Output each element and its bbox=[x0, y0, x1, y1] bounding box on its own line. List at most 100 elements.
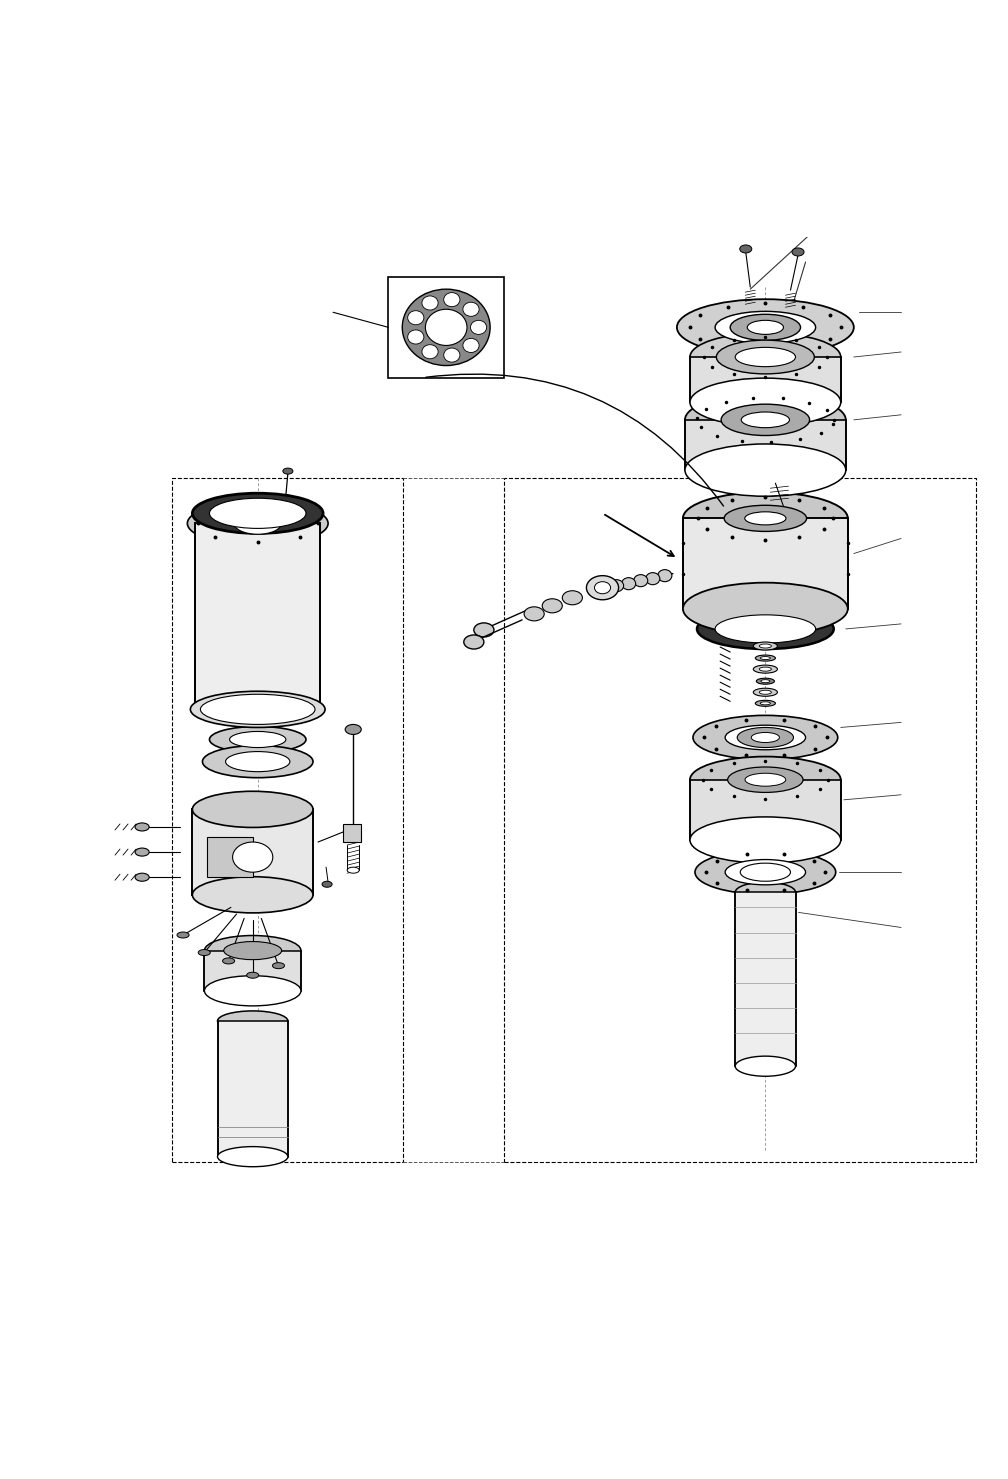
Ellipse shape bbox=[634, 575, 648, 587]
Ellipse shape bbox=[474, 623, 494, 637]
Bar bbox=[172, 478, 403, 1161]
Ellipse shape bbox=[692, 716, 838, 760]
Ellipse shape bbox=[193, 493, 323, 534]
Bar bbox=[735, 892, 795, 1066]
Ellipse shape bbox=[210, 498, 306, 528]
Ellipse shape bbox=[135, 873, 149, 881]
Ellipse shape bbox=[444, 348, 460, 362]
Ellipse shape bbox=[223, 958, 235, 964]
Ellipse shape bbox=[218, 1146, 288, 1167]
Ellipse shape bbox=[747, 321, 783, 334]
Ellipse shape bbox=[751, 732, 779, 742]
Ellipse shape bbox=[230, 732, 286, 747]
Ellipse shape bbox=[218, 1012, 288, 1031]
Bar bbox=[689, 356, 841, 402]
Ellipse shape bbox=[683, 493, 848, 544]
Ellipse shape bbox=[755, 655, 775, 661]
Ellipse shape bbox=[735, 883, 795, 902]
Ellipse shape bbox=[735, 1056, 795, 1077]
Ellipse shape bbox=[471, 321, 487, 334]
Ellipse shape bbox=[759, 643, 771, 648]
Ellipse shape bbox=[760, 703, 770, 705]
Bar bbox=[504, 478, 977, 1161]
Ellipse shape bbox=[205, 976, 301, 1006]
Ellipse shape bbox=[283, 467, 293, 475]
Ellipse shape bbox=[402, 290, 490, 365]
Ellipse shape bbox=[199, 950, 211, 955]
Ellipse shape bbox=[721, 404, 809, 435]
Ellipse shape bbox=[587, 575, 619, 600]
Ellipse shape bbox=[230, 515, 285, 532]
Bar bbox=[685, 420, 846, 470]
Ellipse shape bbox=[725, 725, 805, 750]
Ellipse shape bbox=[191, 691, 325, 728]
Ellipse shape bbox=[135, 847, 149, 856]
Ellipse shape bbox=[425, 309, 467, 346]
Ellipse shape bbox=[407, 311, 424, 325]
Bar bbox=[193, 809, 313, 895]
Ellipse shape bbox=[689, 757, 841, 803]
Ellipse shape bbox=[422, 345, 438, 359]
Ellipse shape bbox=[715, 615, 815, 643]
Ellipse shape bbox=[524, 606, 544, 621]
Ellipse shape bbox=[725, 859, 805, 884]
Ellipse shape bbox=[689, 816, 841, 864]
Ellipse shape bbox=[444, 293, 460, 306]
Bar bbox=[196, 524, 321, 710]
Ellipse shape bbox=[658, 569, 672, 581]
Ellipse shape bbox=[689, 379, 841, 426]
Ellipse shape bbox=[715, 312, 815, 343]
Ellipse shape bbox=[753, 688, 777, 697]
Ellipse shape bbox=[407, 330, 424, 345]
Ellipse shape bbox=[595, 581, 611, 593]
Ellipse shape bbox=[622, 578, 636, 590]
Ellipse shape bbox=[345, 725, 361, 735]
Ellipse shape bbox=[735, 348, 795, 367]
Ellipse shape bbox=[683, 583, 848, 634]
Ellipse shape bbox=[610, 580, 624, 592]
Ellipse shape bbox=[760, 657, 770, 660]
Ellipse shape bbox=[234, 513, 281, 534]
Bar bbox=[208, 837, 253, 877]
Bar bbox=[683, 518, 848, 609]
Ellipse shape bbox=[677, 299, 854, 355]
Ellipse shape bbox=[759, 667, 771, 671]
Ellipse shape bbox=[193, 877, 313, 913]
Ellipse shape bbox=[347, 867, 359, 873]
Ellipse shape bbox=[193, 791, 313, 827]
Ellipse shape bbox=[737, 728, 793, 747]
Ellipse shape bbox=[759, 691, 771, 694]
Bar bbox=[689, 779, 841, 840]
Ellipse shape bbox=[728, 768, 803, 793]
Ellipse shape bbox=[724, 506, 806, 531]
Ellipse shape bbox=[717, 340, 814, 374]
Ellipse shape bbox=[756, 679, 774, 685]
Ellipse shape bbox=[226, 751, 290, 772]
Ellipse shape bbox=[203, 745, 313, 778]
Ellipse shape bbox=[201, 694, 316, 725]
Ellipse shape bbox=[689, 333, 841, 382]
Ellipse shape bbox=[685, 393, 846, 447]
Ellipse shape bbox=[542, 599, 562, 612]
Ellipse shape bbox=[761, 680, 770, 683]
Ellipse shape bbox=[753, 666, 777, 673]
Ellipse shape bbox=[562, 590, 583, 605]
Bar bbox=[388, 277, 504, 377]
Ellipse shape bbox=[247, 972, 259, 978]
Ellipse shape bbox=[322, 881, 332, 887]
Ellipse shape bbox=[233, 842, 273, 873]
Ellipse shape bbox=[177, 932, 190, 938]
Ellipse shape bbox=[272, 963, 284, 969]
Ellipse shape bbox=[730, 315, 800, 340]
Ellipse shape bbox=[745, 774, 785, 787]
Ellipse shape bbox=[745, 512, 786, 525]
Ellipse shape bbox=[695, 850, 836, 895]
Ellipse shape bbox=[463, 339, 479, 352]
Ellipse shape bbox=[210, 726, 306, 753]
Ellipse shape bbox=[792, 248, 804, 256]
Ellipse shape bbox=[464, 634, 484, 649]
Ellipse shape bbox=[205, 936, 301, 966]
Ellipse shape bbox=[740, 864, 790, 881]
Ellipse shape bbox=[697, 609, 834, 649]
Ellipse shape bbox=[422, 296, 438, 311]
